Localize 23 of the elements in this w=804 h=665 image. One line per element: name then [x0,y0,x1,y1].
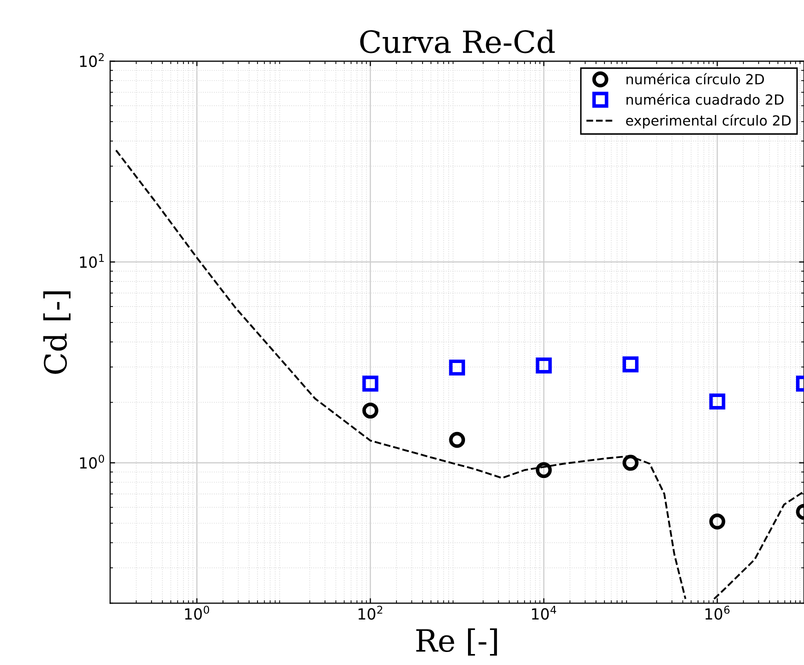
point [622,454,639,471]
point [622,356,639,372]
point [362,376,378,392]
point [536,358,552,374]
legend-label: experimental círculo 2D [626,114,791,128]
point [362,402,378,419]
y-tick-label: 10$^{2}$ [80,53,104,68]
x-tick-label: 10$^{6}$ [706,606,730,620]
point [449,432,466,448]
point [709,514,726,530]
point [709,393,726,410]
chart-title: Curva Re-Cd [360,30,555,54]
y-tick-label: 10$^{0}$ [80,454,104,469]
y-axis-title: Cd [-] [43,291,71,374]
point [536,462,552,478]
point [449,360,466,376]
x-tick-label: 10$^{0}$ [185,606,210,620]
x-tick-label: 10$^{2}$ [358,606,382,620]
legend-label: numérica círculo 2D [626,73,764,84]
x-tick-label: 10$^{4}$ [532,606,556,620]
x-axis-title: Re [-] [416,628,497,656]
legend-label: numérica cuadrado 2D [626,94,784,105]
y-tick-label: 10$^{1}$ [80,254,104,268]
